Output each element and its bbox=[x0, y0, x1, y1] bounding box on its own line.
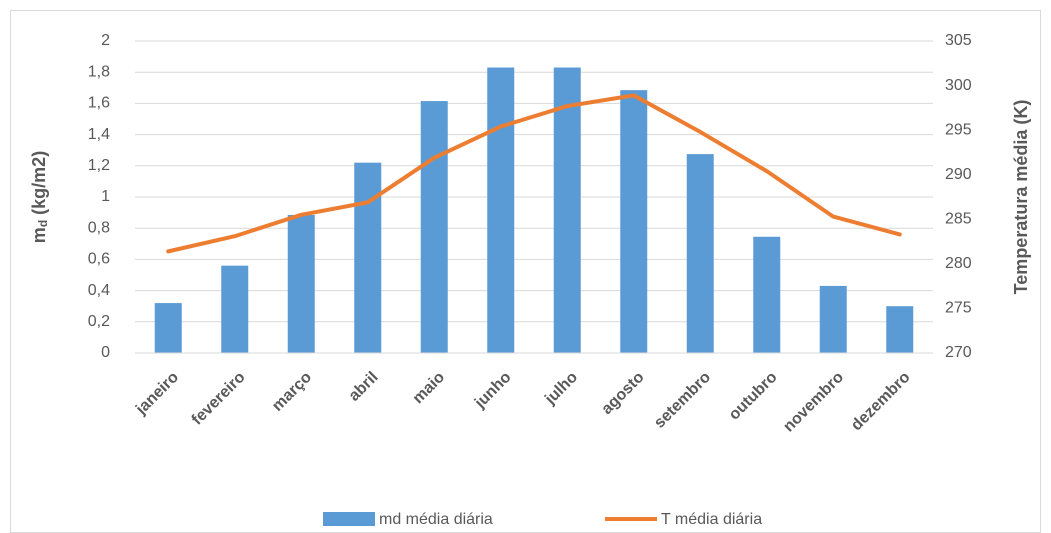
y2-tick-label: 270 bbox=[945, 344, 972, 361]
x-tick-label: maio bbox=[410, 369, 449, 408]
x-tick-label: janeiro bbox=[132, 369, 182, 419]
bar bbox=[287, 214, 315, 353]
bar bbox=[487, 67, 515, 354]
y-tick-label: 1,6 bbox=[88, 95, 110, 112]
legend-label: T média diária bbox=[661, 511, 762, 528]
x-tick-label: abril bbox=[346, 369, 382, 405]
y2-tick-label: 280 bbox=[945, 255, 972, 272]
y-axis-title: md (kg/m2) bbox=[29, 151, 50, 243]
y-tick-label: 0 bbox=[101, 344, 110, 361]
legend-label: md média diária bbox=[379, 511, 493, 528]
y2-tick-label: 295 bbox=[945, 121, 972, 138]
y-tick-label: 0,2 bbox=[88, 313, 110, 330]
x-tick-label: novembro bbox=[780, 369, 847, 436]
bar bbox=[686, 154, 714, 353]
y2-axis-title: Temperatura média (K) bbox=[1011, 100, 1031, 295]
y2-tick-label: 300 bbox=[945, 77, 972, 94]
x-tick-label: outubro bbox=[726, 369, 781, 424]
legend-swatch bbox=[323, 512, 375, 526]
y-tick-label: 1,2 bbox=[88, 157, 110, 174]
x-tick-label: março bbox=[269, 369, 315, 415]
y-tick-label: 0,4 bbox=[88, 282, 110, 299]
y-axis-title-sub: d bbox=[36, 220, 50, 227]
bar bbox=[420, 101, 448, 353]
y-tick-label: 1 bbox=[101, 188, 110, 205]
bar bbox=[553, 67, 581, 354]
bar bbox=[154, 303, 182, 353]
y2-tick-label: 285 bbox=[945, 211, 972, 228]
y-axis-title-rest: (kg/m2) bbox=[29, 151, 49, 220]
bar bbox=[620, 90, 648, 353]
x-tick-label: dezembro bbox=[848, 369, 914, 435]
y-tick-label: 2 bbox=[101, 32, 110, 49]
x-tick-label: julho bbox=[541, 369, 581, 409]
x-tick-label: agosto bbox=[598, 369, 647, 418]
y2-tick-label: 275 bbox=[945, 300, 972, 317]
x-tick-label: fevereiro bbox=[189, 369, 249, 429]
y2-tick-label: 305 bbox=[945, 32, 972, 49]
bar bbox=[221, 265, 249, 353]
chart-frame bbox=[10, 10, 1041, 533]
y2-tick-label: 290 bbox=[945, 166, 972, 183]
bar bbox=[886, 306, 914, 353]
y-tick-label: 1,8 bbox=[88, 63, 110, 80]
line bbox=[166, 93, 902, 254]
y-tick-label: 0,6 bbox=[88, 251, 110, 268]
y-tick-label: 1,4 bbox=[88, 126, 110, 143]
bar bbox=[354, 162, 382, 353]
x-tick-label: setembro bbox=[651, 369, 714, 432]
bar bbox=[819, 285, 847, 353]
x-tick-label: junho bbox=[471, 369, 515, 413]
y-tick-label: 0,8 bbox=[88, 219, 110, 236]
y-axis-title-main: m bbox=[29, 227, 49, 243]
bar bbox=[753, 236, 781, 353]
